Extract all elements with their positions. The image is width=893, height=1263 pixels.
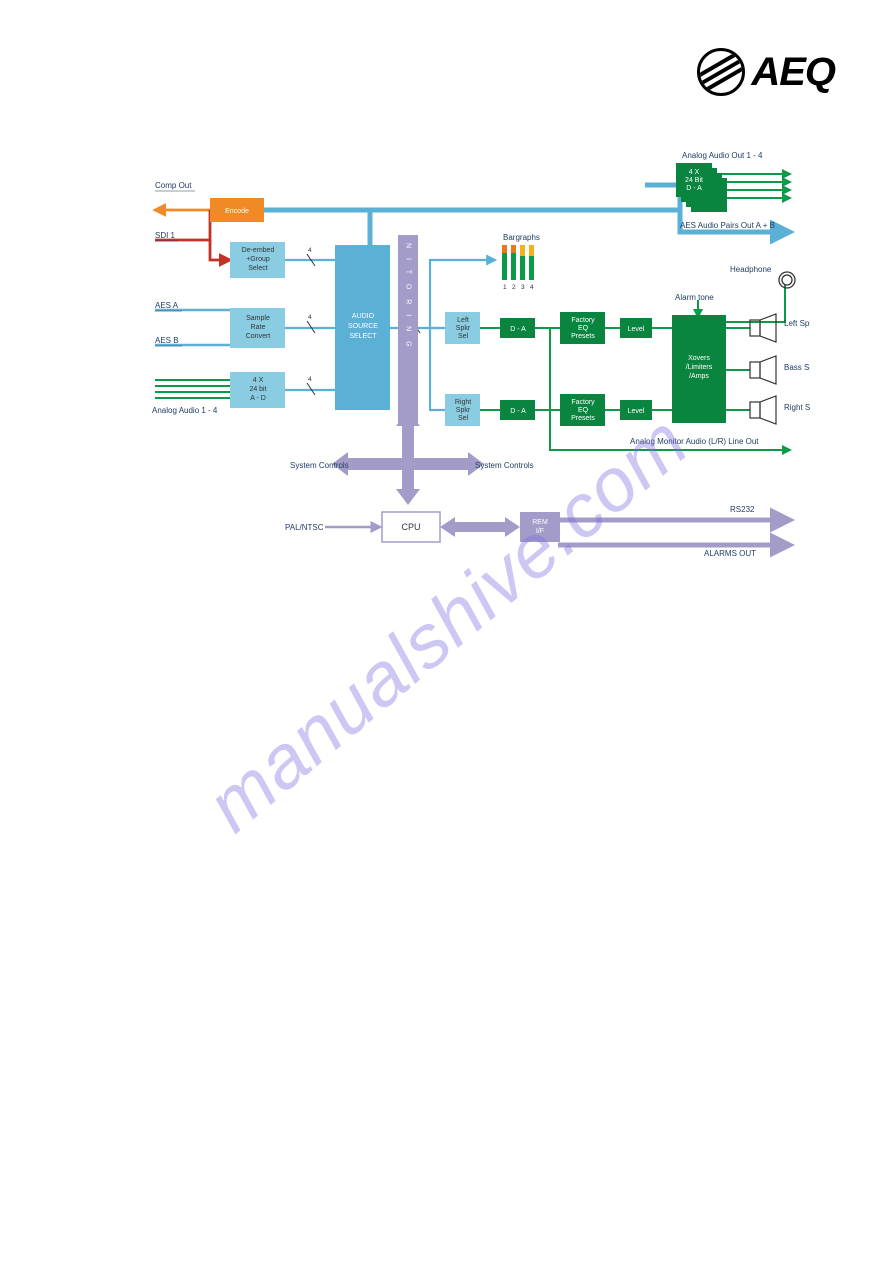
svg-text:A - D: A - D	[250, 395, 266, 402]
bus4-1: 4	[308, 247, 312, 254]
block-da-left: D - A	[500, 318, 535, 338]
block-amps: Xovers /Limiters /Amps	[672, 315, 726, 423]
lbl-rs232: RS232	[730, 505, 755, 514]
svg-text:D - A: D - A	[686, 185, 702, 192]
lbl-bass-spkr: Bass Spkr	[784, 363, 810, 372]
lbl-analog-out: Analog Audio Out 1 - 4	[682, 151, 763, 160]
bargraphs: 1 2 3 4	[502, 245, 534, 291]
lbl-sysctrl-l: System Controls	[290, 461, 349, 470]
speaker-bass-icon	[750, 356, 776, 384]
speaker-right-icon	[750, 396, 776, 424]
svg-text:24 Bit: 24 Bit	[685, 177, 703, 184]
block-dac-stack: 4 X 24 Bit D - A	[676, 163, 727, 212]
svg-text:Xovers: Xovers	[688, 355, 710, 362]
svg-text:AUDIO: AUDIO	[352, 313, 375, 320]
lbl-monitor-out: Analog Monitor Audio (L/R) Line Out	[630, 437, 759, 446]
lbl-aes-b: AES B	[155, 336, 179, 345]
svg-text:A L A R M M O N I T O R I N: A L A R M M O N I T O R I N G	[405, 150, 412, 351]
lbl-alarm-tone: Alarm tone	[675, 293, 714, 302]
block-rem-if: REM I/F	[520, 512, 560, 542]
svg-text:+Group: +Group	[246, 256, 270, 263]
svg-text:Encode: Encode	[225, 208, 249, 215]
svg-text:Factory: Factory	[571, 317, 595, 324]
svg-text:Select: Select	[248, 265, 268, 272]
brand-logo-icon	[697, 48, 745, 96]
lbl-aes-out: AES Audio Pairs Out A + B	[680, 221, 775, 230]
svg-text:1: 1	[503, 284, 507, 291]
block-level-right: Level	[620, 400, 652, 420]
svg-text:Sample: Sample	[246, 315, 270, 322]
lbl-palntsc: PAL/NTSC	[285, 523, 324, 532]
block-encode: Encode	[210, 198, 264, 222]
svg-text:/Limiters: /Limiters	[686, 364, 713, 371]
lbl-analog-in: Analog Audio 1 - 4	[152, 406, 218, 415]
svg-text:Right: Right	[455, 399, 471, 406]
svg-text:Sel: Sel	[458, 415, 469, 422]
svg-text:SELECT: SELECT	[349, 333, 377, 340]
bus4-2: 4	[308, 314, 312, 321]
svg-text:I/F: I/F	[536, 528, 544, 535]
lbl-bargraphs: Bargraphs	[503, 233, 540, 242]
svg-text:Left: Left	[457, 317, 469, 324]
block-eq-right: Factory EQ Presets	[560, 394, 605, 426]
svg-text:SOURCE: SOURCE	[348, 323, 378, 330]
headphone-icon	[779, 272, 795, 288]
svg-text:Spkr: Spkr	[456, 407, 471, 414]
block-da-right: D - A	[500, 400, 535, 420]
svg-text:4 X: 4 X	[253, 377, 264, 384]
bus4-3: 4	[308, 376, 312, 383]
brand-name: AEQ	[751, 50, 835, 95]
block-eq-left: Factory EQ Presets	[560, 312, 605, 344]
svg-text:4 X: 4 X	[689, 169, 700, 176]
lbl-aes-a: AES A	[155, 301, 179, 310]
lbl-sysctrl-r: System Controls	[475, 461, 534, 470]
svg-text:Spkr: Spkr	[456, 325, 471, 332]
lbl-left-spkr: Left Spkr	[784, 319, 810, 328]
lbl-headphone: Headphone	[730, 265, 772, 274]
svg-text:Factory: Factory	[571, 399, 595, 406]
svg-text:Sel: Sel	[458, 333, 469, 340]
speaker-left-icon	[750, 314, 776, 342]
line-monitor-out	[550, 328, 790, 450]
block-source-select: AUDIO SOURCE SELECT	[335, 245, 390, 410]
svg-text:24 bit: 24 bit	[249, 386, 266, 393]
brand-logo: AEQ	[697, 48, 835, 96]
block-alarm-monitoring: A L A R M M O N I T O R I N G	[398, 150, 418, 425]
lbl-sd1: SDI 1	[155, 231, 176, 240]
cpu-rem-arrow	[440, 517, 520, 537]
lbl-comp-out: Comp Out	[155, 181, 192, 190]
svg-text:REM: REM	[532, 519, 548, 526]
svg-text:EQ: EQ	[578, 407, 589, 414]
svg-text:D - A: D - A	[510, 408, 526, 415]
svg-text:Convert: Convert	[246, 333, 271, 340]
svg-text:Rate: Rate	[251, 324, 266, 331]
block-diagram: 4 4 4 4	[90, 150, 810, 580]
block-src: Sample Rate Convert	[230, 308, 285, 348]
block-cpu: CPU	[382, 512, 440, 542]
svg-text:Level: Level	[628, 326, 645, 333]
lbl-alarms-out: ALARMS OUT	[704, 549, 756, 558]
svg-text:CPU: CPU	[401, 522, 420, 532]
block-deembed: De-embed +Group Select	[230, 242, 285, 278]
svg-text:Level: Level	[628, 408, 645, 415]
block-left-spkr-sel: Left Spkr Sel	[445, 312, 480, 344]
svg-text:Presets: Presets	[571, 415, 595, 422]
svg-text:De-embed: De-embed	[242, 247, 275, 254]
svg-text:3: 3	[521, 284, 525, 291]
block-right-spkr-sel: Right Spkr Sel	[445, 394, 480, 426]
block-adc: 4 X 24 bit A - D	[230, 372, 285, 408]
svg-text:2: 2	[512, 284, 516, 291]
svg-text:4: 4	[530, 284, 534, 291]
block-level-left: Level	[620, 318, 652, 338]
line-encode-out-top	[260, 185, 680, 210]
line-to-rspkr	[430, 328, 445, 410]
svg-text:/Amps: /Amps	[689, 373, 709, 380]
svg-text:EQ: EQ	[578, 325, 589, 332]
line-sdi-to-deembed	[210, 240, 230, 260]
svg-text:Presets: Presets	[571, 333, 595, 340]
lbl-right-spkr: Right Spkr	[784, 403, 810, 412]
svg-text:D - A: D - A	[510, 326, 526, 333]
